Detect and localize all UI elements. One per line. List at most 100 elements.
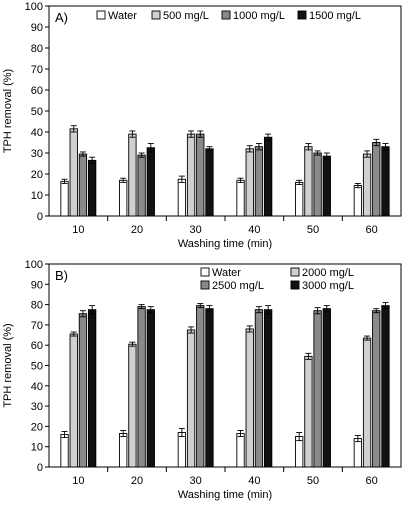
legend-label: 3000 mg/L: [302, 280, 354, 292]
x-tick-label: 50: [307, 224, 319, 236]
bar: [186, 329, 196, 468]
y-tick-label: 90: [31, 22, 43, 34]
legend-label: Water: [108, 10, 137, 22]
bar: [196, 133, 205, 217]
y-tick-label: 80: [31, 43, 43, 55]
legend-label: 1000 mg/L: [233, 10, 285, 22]
bar: [205, 308, 214, 468]
x-tick-label: 20: [131, 475, 143, 487]
bar: [146, 147, 155, 217]
bar: [295, 181, 304, 217]
y-tick-label: 60: [31, 340, 43, 352]
y-tick-label: 0: [37, 462, 43, 474]
bar: [186, 133, 196, 217]
y-tick-label: 50: [31, 106, 43, 118]
bar: [381, 305, 390, 468]
bar: [304, 146, 313, 217]
x-tick-label: 10: [72, 475, 84, 487]
legend-swatch: [200, 280, 210, 290]
bar: [177, 178, 187, 217]
legend-label: 500 mg/L: [163, 10, 209, 22]
legend-label: Water: [212, 267, 241, 279]
bar: [254, 146, 264, 217]
bar: [304, 355, 313, 468]
bar: [313, 152, 322, 217]
legend-label: 2500 mg/L: [212, 280, 264, 292]
x-tick-label: 40: [248, 475, 260, 487]
legend-label: 2000 mg/L: [302, 267, 354, 279]
bar: [263, 136, 273, 217]
bar: [254, 309, 264, 468]
bar: [69, 128, 78, 217]
bar: [263, 309, 273, 468]
y-tick-label: 60: [31, 85, 43, 97]
bar: [60, 434, 69, 468]
legend-swatch: [151, 10, 161, 20]
bar: [119, 179, 128, 217]
bar: [362, 153, 372, 217]
legend-swatch: [290, 280, 300, 290]
bar: [372, 142, 381, 217]
y-tick-label: 40: [31, 127, 43, 139]
bar: [177, 432, 187, 468]
x-tick-label: 30: [190, 475, 202, 487]
bar: [236, 433, 245, 468]
x-tick-label: 30: [190, 224, 202, 236]
panel-label: A): [55, 10, 68, 25]
bar: [362, 337, 372, 468]
x-tick-label: 50: [307, 475, 319, 487]
legend-label: 1500 mg/L: [309, 10, 361, 22]
legend-swatch: [221, 10, 231, 20]
y-tick-label: 100: [25, 1, 43, 13]
y-axis-title: TPH removal (%): [2, 69, 14, 153]
bar: [60, 180, 69, 217]
legend-swatch: [96, 10, 106, 20]
x-axis-title: Washing time (min): [178, 238, 272, 250]
y-tick-label: 70: [31, 64, 43, 76]
bar: [128, 133, 137, 217]
x-tick-label: 10: [72, 224, 84, 236]
bar: [69, 333, 78, 468]
bar: [245, 328, 254, 468]
bar: [128, 343, 137, 468]
bar: [381, 146, 390, 217]
bar: [87, 159, 97, 217]
y-tick-label: 80: [31, 300, 43, 312]
panel-label: B): [55, 268, 68, 283]
plot-frame: [48, 263, 402, 468]
bar: [196, 305, 205, 468]
legend-swatch: [297, 10, 307, 20]
x-tick-label: 40: [248, 224, 260, 236]
bar: [78, 313, 88, 468]
x-tick-label: 60: [366, 475, 378, 487]
y-tick-label: 20: [31, 169, 43, 181]
bar: [236, 179, 245, 217]
y-tick-label: 90: [31, 279, 43, 291]
bar: [313, 310, 322, 468]
y-tick-label: 70: [31, 320, 43, 332]
plot-frame: [48, 5, 402, 217]
x-tick-label: 20: [131, 224, 143, 236]
legend-swatch: [200, 267, 210, 277]
y-tick-label: 0: [37, 211, 43, 223]
bar: [146, 309, 155, 468]
bar: [137, 306, 146, 468]
y-tick-label: 30: [31, 148, 43, 160]
bar: [78, 153, 88, 217]
y-tick-label: 40: [31, 381, 43, 393]
y-tick-label: 20: [31, 421, 43, 433]
bar: [353, 438, 363, 468]
y-tick-label: 30: [31, 401, 43, 413]
bar: [119, 433, 128, 468]
x-tick-label: 60: [366, 224, 378, 236]
y-tick-label: 10: [31, 442, 43, 454]
bar: [137, 154, 146, 217]
bar: [322, 155, 331, 217]
y-tick-label: 50: [31, 361, 43, 373]
bar: [295, 436, 304, 468]
x-axis-title: Washing time (min): [178, 489, 272, 501]
bar: [87, 309, 97, 468]
y-tick-label: 10: [31, 190, 43, 202]
